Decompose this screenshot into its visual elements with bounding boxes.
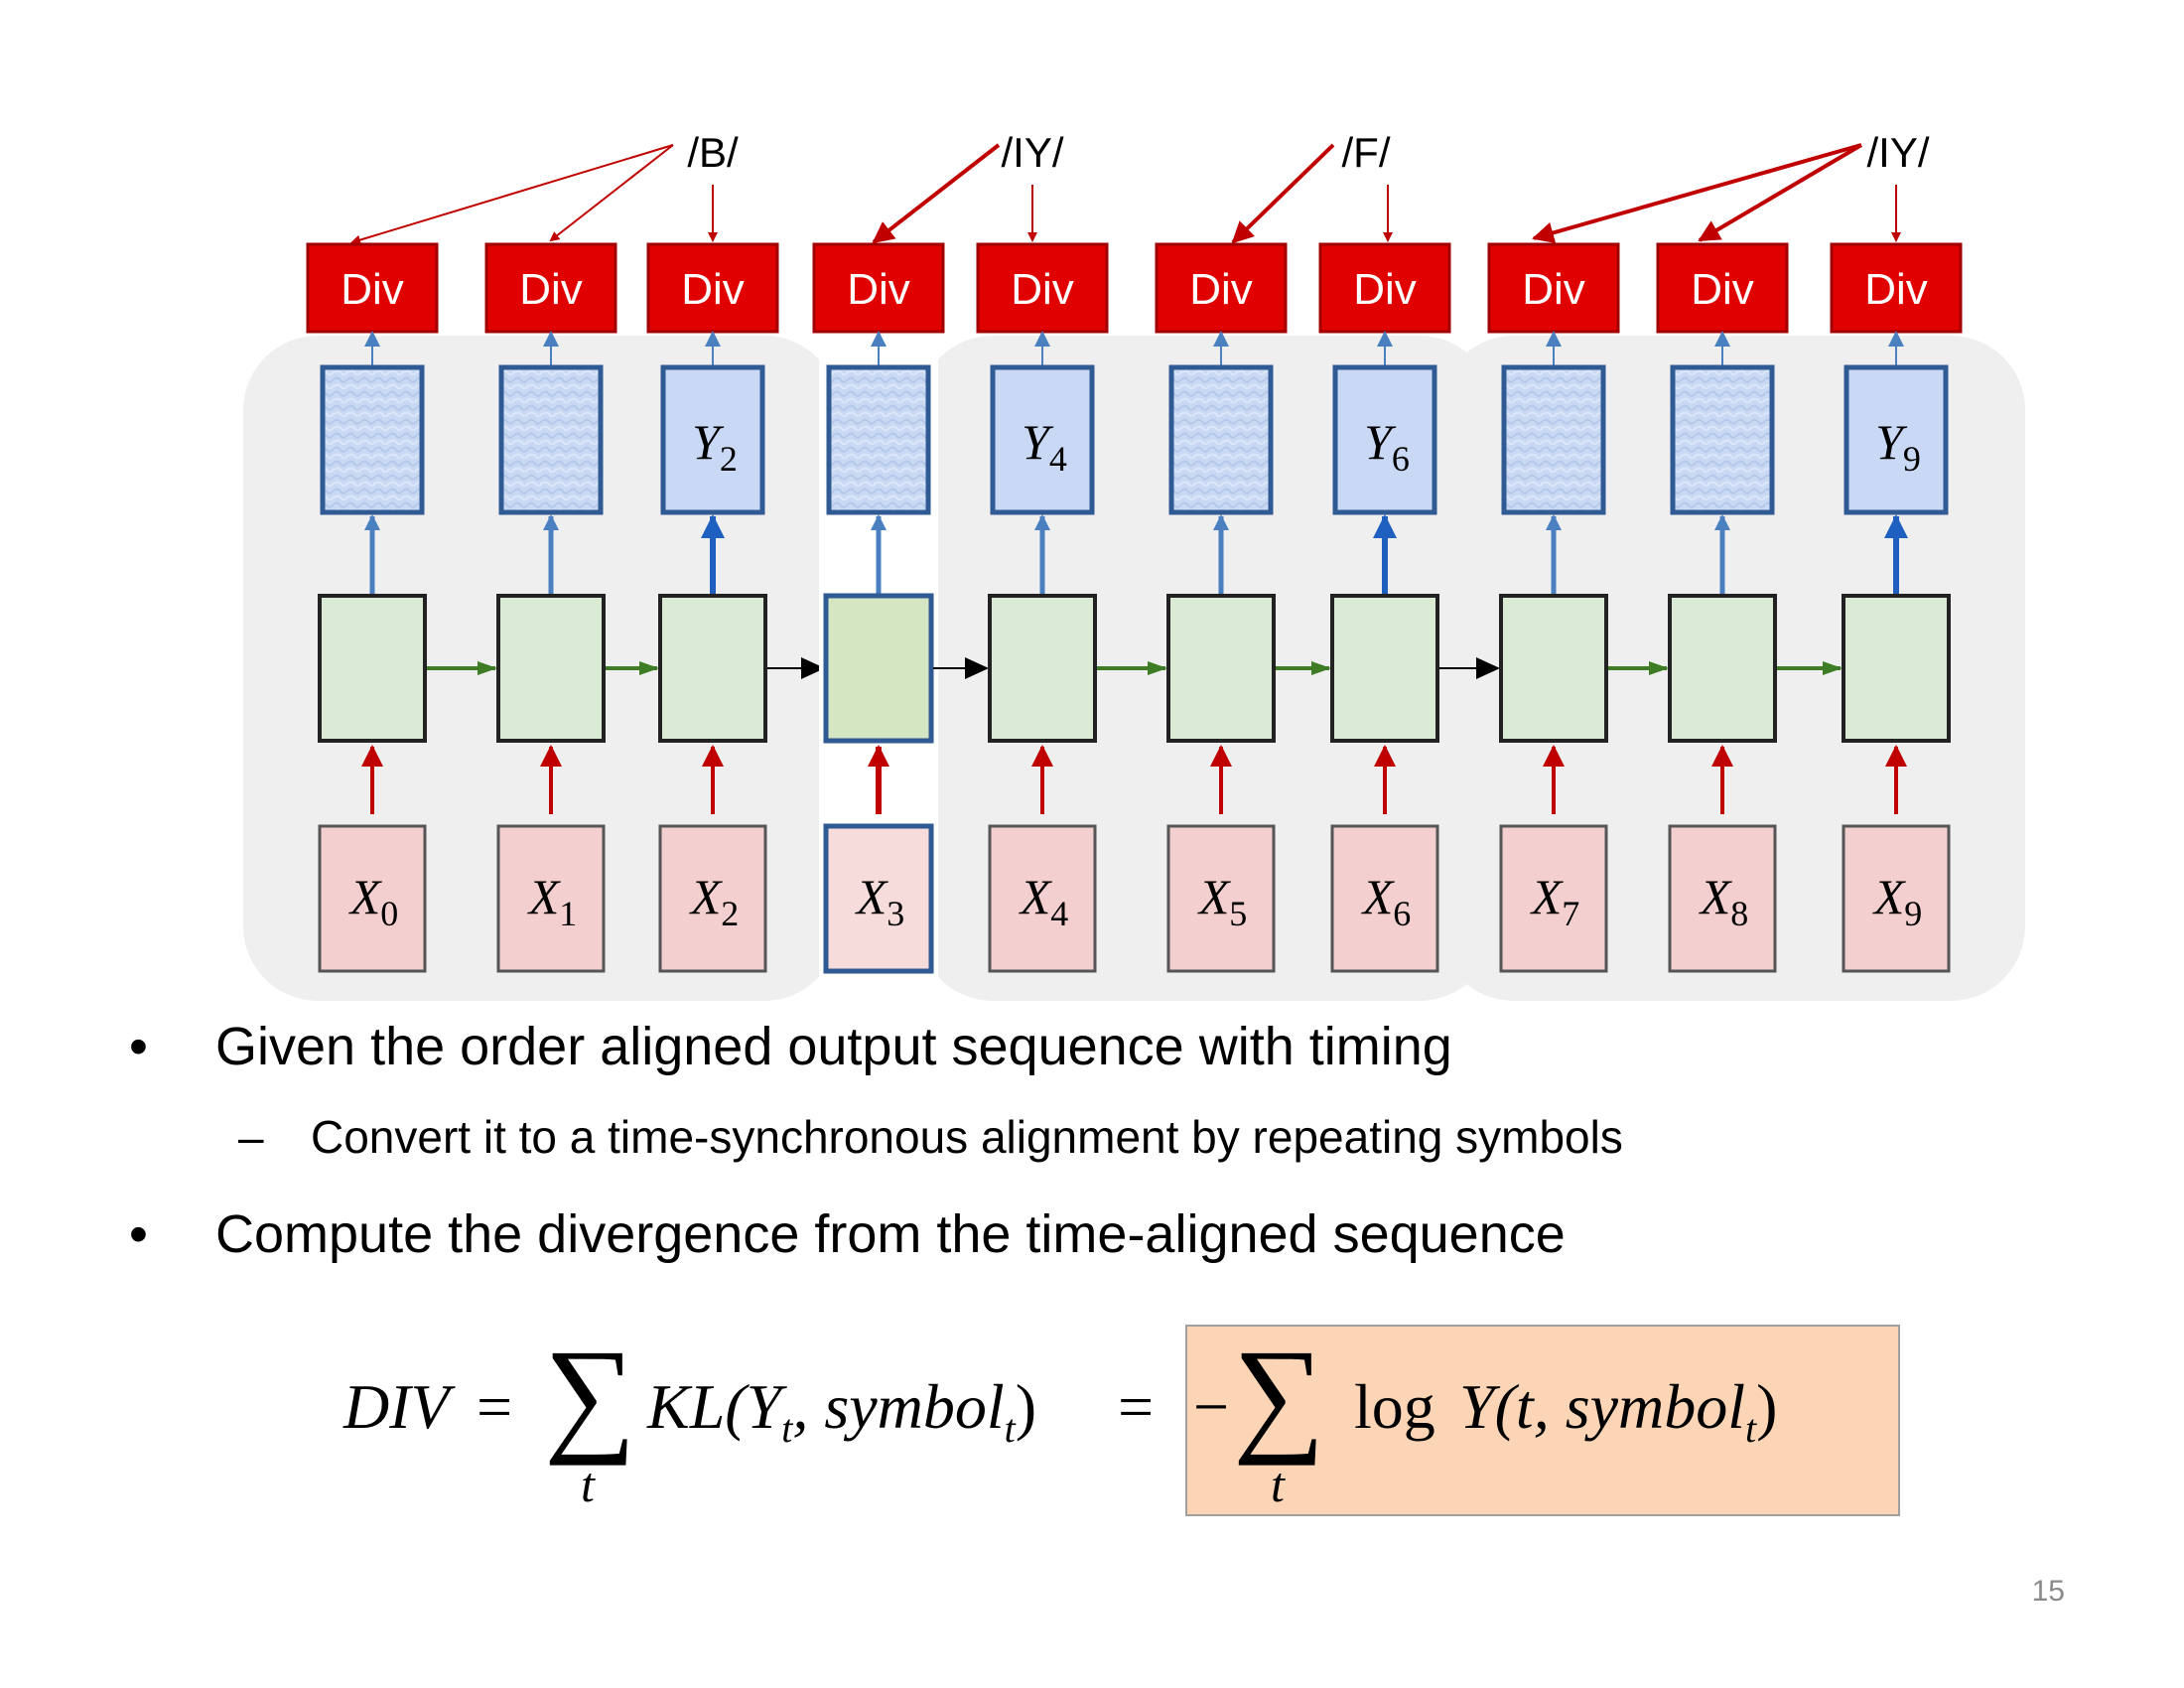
sum-symbol: ∑ bbox=[1233, 1324, 1325, 1467]
input-label: X2 bbox=[689, 869, 740, 933]
input-box bbox=[1842, 824, 1951, 973]
phoneme-label: /B/ bbox=[687, 129, 739, 176]
output-box bbox=[826, 364, 931, 515]
div-label: Div bbox=[1864, 265, 1928, 314]
div-box bbox=[646, 242, 779, 334]
formula-highlight bbox=[1185, 1325, 1900, 1516]
output-label: Y6 bbox=[1364, 414, 1410, 479]
input-box bbox=[658, 824, 767, 973]
input-label: X4 bbox=[1019, 869, 1069, 933]
div-box bbox=[812, 242, 945, 334]
bullet-marker: • bbox=[129, 1204, 148, 1264]
div-label: Div bbox=[1522, 265, 1585, 314]
hidden-state-box bbox=[658, 594, 767, 743]
input-label: X9 bbox=[1872, 869, 1923, 933]
phoneme-arrow bbox=[1532, 143, 1862, 244]
formula-lhs: DIV bbox=[343, 1371, 450, 1442]
div-box bbox=[976, 242, 1109, 334]
div-box bbox=[1318, 242, 1451, 334]
output-box bbox=[1332, 364, 1437, 515]
sum-index: t bbox=[581, 1457, 595, 1512]
formula-minus: − bbox=[1193, 1371, 1230, 1442]
hidden-state-box bbox=[1842, 594, 1951, 743]
formula: DIV = ∑ t KL(Yt, symbolt) = − ∑ t log Y(… bbox=[338, 1324, 1926, 1529]
div-label: Div bbox=[1011, 265, 1074, 314]
output-box bbox=[1168, 364, 1274, 515]
phoneme-label: /F/ bbox=[1342, 129, 1391, 176]
input-box bbox=[1166, 824, 1276, 973]
output-box bbox=[498, 364, 604, 515]
output-label: Y9 bbox=[1875, 414, 1921, 479]
sum-index: t bbox=[1271, 1457, 1285, 1512]
hidden-state-box bbox=[1499, 594, 1608, 743]
output-box bbox=[1670, 364, 1775, 515]
input-label: X1 bbox=[527, 869, 578, 933]
phoneme-label: /IY/ bbox=[1001, 129, 1063, 176]
bullet-text: Given the order aligned output sequence … bbox=[215, 1017, 1452, 1076]
phoneme-label: /IY/ bbox=[1866, 129, 1929, 176]
input-label: X8 bbox=[1699, 869, 1749, 933]
phoneme-arrow bbox=[350, 144, 674, 245]
formula-equals: = bbox=[1118, 1371, 1155, 1442]
input-box bbox=[318, 824, 427, 973]
input-box bbox=[823, 823, 934, 974]
hidden-state-box bbox=[1166, 594, 1276, 743]
div-box bbox=[1155, 242, 1288, 334]
log-term: Y(t, symbolt) bbox=[1459, 1371, 1778, 1451]
input-label: X6 bbox=[1361, 869, 1412, 933]
hidden-state-box bbox=[496, 594, 606, 743]
page-number: 15 bbox=[2031, 1575, 2065, 1608]
hidden-state-box bbox=[318, 594, 427, 743]
phoneme-arrow bbox=[1231, 143, 1335, 244]
bullet-text: Compute the divergence from the time-ali… bbox=[215, 1204, 1566, 1264]
sub-bullet-text: Convert it to a time-synchronous alignme… bbox=[311, 1111, 1623, 1163]
input-label: X0 bbox=[348, 869, 399, 933]
input-label: X5 bbox=[1197, 869, 1248, 933]
div-label: Div bbox=[1691, 265, 1754, 314]
div-label: Div bbox=[341, 265, 404, 314]
input-box bbox=[988, 824, 1097, 973]
bullet-marker: • bbox=[129, 1017, 148, 1076]
div-label: Div bbox=[847, 265, 910, 314]
hidden-state-box bbox=[988, 594, 1097, 743]
hidden-state-box bbox=[823, 593, 934, 744]
input-label: X3 bbox=[855, 869, 905, 933]
div-label: Div bbox=[519, 265, 583, 314]
output-box bbox=[320, 364, 425, 515]
div-label: Div bbox=[1189, 265, 1253, 314]
div-label: Div bbox=[1353, 265, 1417, 314]
hidden-state-box bbox=[1330, 594, 1439, 743]
output-box bbox=[1843, 364, 1949, 515]
input-box bbox=[1499, 824, 1608, 973]
sub-bullet-marker: – bbox=[238, 1111, 264, 1163]
input-box bbox=[496, 824, 606, 973]
output-box bbox=[660, 364, 765, 515]
output-label: Y4 bbox=[1022, 414, 1067, 479]
div-box bbox=[1656, 242, 1789, 334]
input-box bbox=[1668, 824, 1777, 973]
formula-equals: = bbox=[477, 1371, 513, 1442]
input-label: X7 bbox=[1530, 869, 1580, 933]
log-operator: log bbox=[1354, 1371, 1435, 1442]
div-label: Div bbox=[681, 265, 745, 314]
phoneme-arrow bbox=[1698, 143, 1863, 242]
output-box bbox=[1501, 364, 1606, 515]
kl-term: KL(Yt, symbolt) bbox=[647, 1371, 1037, 1451]
phoneme-arrow bbox=[872, 143, 1001, 244]
input-box bbox=[1330, 824, 1439, 973]
sum-symbol: ∑ bbox=[544, 1324, 636, 1467]
phoneme-arrow bbox=[549, 144, 674, 242]
div-box bbox=[306, 242, 439, 334]
output-label: Y2 bbox=[692, 414, 738, 479]
output-box bbox=[990, 364, 1095, 515]
hidden-state-box bbox=[1668, 594, 1777, 743]
